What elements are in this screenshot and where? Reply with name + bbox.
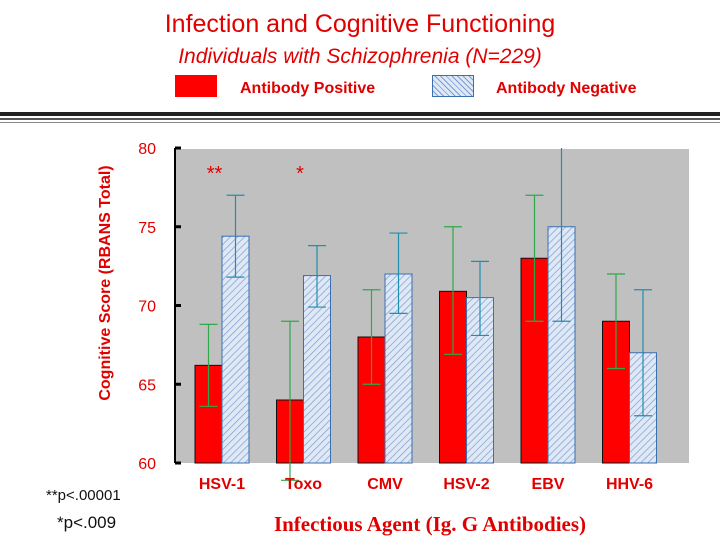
divider-line	[0, 112, 720, 116]
x-category-label: HSV-1	[199, 476, 245, 493]
plot-frame	[175, 147, 691, 463]
legend-swatch-negative	[432, 75, 474, 97]
significance-marker: **	[207, 163, 223, 185]
chart-subtitle: Individuals with Schizophrenia (N=229)	[178, 45, 542, 68]
legend-label-positive: Antibody Positive	[240, 80, 376, 97]
y-tick-label: 65	[138, 377, 156, 394]
divider-line	[0, 122, 720, 123]
x-category-label: Toxo	[285, 476, 322, 493]
footnote-single-star: *p<.009	[57, 513, 117, 532]
y-tick-label: 80	[138, 141, 156, 158]
y-tick-label: 75	[138, 220, 156, 237]
y-tick-label: 60	[138, 456, 156, 473]
significance-marker: *	[296, 163, 304, 185]
x-axis-title: Infectious Agent (Ig. G Antibodies)	[273, 512, 587, 536]
divider-line	[0, 118, 720, 120]
x-category-label: CMV	[367, 476, 403, 493]
x-category-label: HHV-6	[606, 476, 653, 493]
legend-label-negative: Antibody Negative	[496, 80, 637, 97]
x-category-label: EBV	[532, 476, 565, 493]
chart-title: Infection and Cognitive Functioning	[164, 10, 556, 38]
legend-swatch-positive	[175, 75, 217, 97]
footnote-double-star: **p<.00001	[46, 487, 121, 504]
y-tick-label: 70	[138, 299, 156, 316]
x-category-label: HSV-2	[443, 476, 489, 493]
